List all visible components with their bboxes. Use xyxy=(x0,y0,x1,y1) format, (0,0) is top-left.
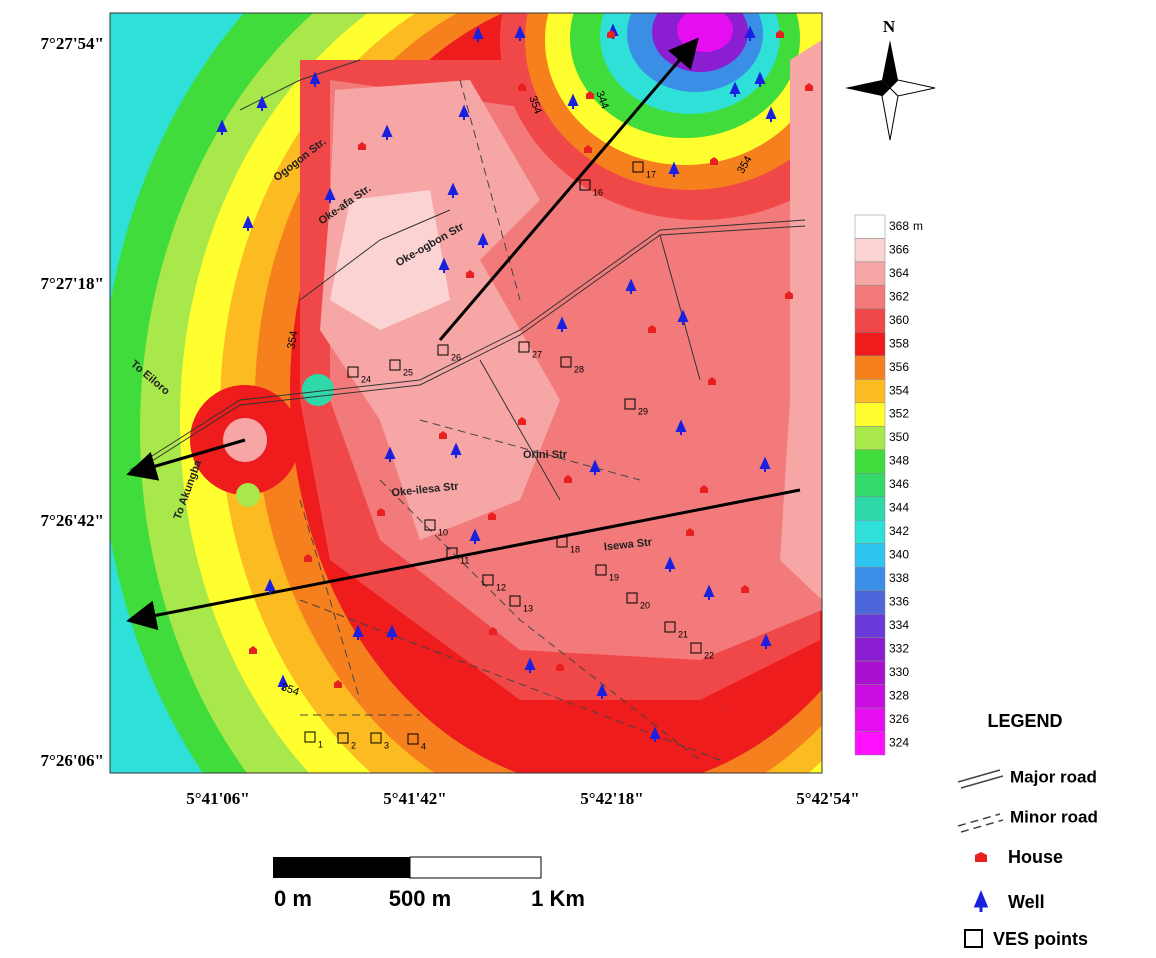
colorbar-label: 330 xyxy=(889,665,909,679)
ves-label: 27 xyxy=(532,349,542,359)
colorbar-label: 324 xyxy=(889,735,909,749)
colorbar-swatch xyxy=(855,379,885,402)
ves-label: 3 xyxy=(384,740,389,750)
colorbar-swatch xyxy=(855,309,885,332)
ves-label: 2 xyxy=(351,740,356,750)
colorbar-swatch xyxy=(855,426,885,449)
colorbar-label: 368 xyxy=(889,219,909,233)
colorbar-unit: m xyxy=(913,219,923,233)
colorbar-swatch xyxy=(855,215,885,238)
ves-label: 4 xyxy=(421,741,426,751)
colorbar-swatch xyxy=(855,614,885,637)
colorbar-label: 354 xyxy=(889,383,909,397)
street-label: Orini Str xyxy=(523,449,568,461)
ves-label: 18 xyxy=(570,544,580,554)
colorbar-swatch xyxy=(855,567,885,590)
ves-label: 21 xyxy=(678,629,688,639)
legend-title: LEGEND xyxy=(987,711,1062,731)
colorbar-label: 340 xyxy=(889,548,909,562)
ves-label: 12 xyxy=(496,582,506,592)
legend-label: Well xyxy=(1008,892,1045,912)
ves-label: 1 xyxy=(318,739,323,749)
longitude-label: 5°41'06" xyxy=(186,789,249,808)
ves-label: 13 xyxy=(523,603,533,613)
ves-label: 16 xyxy=(593,187,603,197)
scale-label: 1 Km xyxy=(531,886,585,911)
longitude-label: 5°42'54" xyxy=(796,789,859,808)
legend-symbols xyxy=(958,770,1003,947)
colorbar-label: 328 xyxy=(889,688,909,702)
latitude-label: 7°27'54" xyxy=(41,34,104,53)
colorbar-swatch xyxy=(855,473,885,496)
colorbar-swatch xyxy=(855,262,885,285)
ves-label: 19 xyxy=(609,572,619,582)
ves-label: 10 xyxy=(438,527,448,537)
ves-label: 29 xyxy=(638,406,648,416)
scale-label: 0 m xyxy=(274,886,312,911)
colorbar-label: 336 xyxy=(889,595,909,609)
ves-label: 24 xyxy=(361,374,371,384)
colorbar-label: 342 xyxy=(889,524,909,538)
colorbar-swatch xyxy=(855,544,885,567)
colorbar-label: 356 xyxy=(889,360,909,374)
colorbar-swatch xyxy=(855,356,885,379)
legend-label: Minor road xyxy=(1010,807,1098,826)
scale-bar xyxy=(273,857,541,878)
colorbar-swatch xyxy=(855,685,885,708)
colorbar-label: 360 xyxy=(889,313,909,327)
colorbar-swatch xyxy=(855,450,885,473)
ves-label: 28 xyxy=(574,364,584,374)
colorbar-label: 350 xyxy=(889,430,909,444)
latitude-label: 7°26'06" xyxy=(41,751,104,770)
compass xyxy=(845,40,935,140)
ves-label: 20 xyxy=(640,600,650,610)
colorbar-swatch xyxy=(855,591,885,614)
colorbar-swatch xyxy=(855,520,885,543)
colorbar-swatch xyxy=(855,332,885,355)
colorbar-swatch xyxy=(855,238,885,261)
colorbar-swatch xyxy=(855,285,885,308)
ves-label: 25 xyxy=(403,367,413,377)
latitude-label: 7°27'18" xyxy=(41,274,104,293)
ves-label: 11 xyxy=(460,555,469,565)
colorbar: 368 366 364 362 360 358 356 354 352 350 348 346 344 3… xyxy=(855,215,923,755)
colorbar-label: 366 xyxy=(889,242,909,256)
colorbar-swatch xyxy=(855,638,885,661)
colorbar-label: 362 xyxy=(889,289,909,303)
latitude-label: 7°26'42" xyxy=(41,511,104,530)
colorbar-swatch xyxy=(855,497,885,520)
ves-label: 17 xyxy=(646,169,656,179)
colorbar-label: 364 xyxy=(889,266,909,280)
colorbar-label: 344 xyxy=(889,501,909,515)
longitude-label: 5°41'42" xyxy=(383,789,446,808)
colorbar-label: 346 xyxy=(889,477,909,491)
colorbar-swatch xyxy=(855,661,885,684)
colorbar-label: 326 xyxy=(889,712,909,726)
ves-label: 26 xyxy=(451,352,461,362)
legend-label: House xyxy=(1008,847,1063,867)
colorbar-swatch xyxy=(855,708,885,731)
colorbar-label: 352 xyxy=(889,407,909,421)
north-label: N xyxy=(883,17,896,36)
legend-label: VES points xyxy=(993,929,1088,949)
colorbar-label: 334 xyxy=(889,618,909,632)
legend-label: Major road xyxy=(1010,767,1097,786)
colorbar-label: 358 xyxy=(889,336,909,350)
longitude-label: 5°42'18" xyxy=(580,789,643,808)
colorbar-swatch xyxy=(855,403,885,426)
colorbar-label: 348 xyxy=(889,454,909,468)
map-figure: Ogogon Str.Oke-afa Str.Oke-ogbon StrOke-… xyxy=(0,0,1156,958)
colorbar-swatch xyxy=(855,732,885,755)
colorbar-label: 332 xyxy=(889,642,909,656)
scale-label: 500 m xyxy=(389,886,451,911)
colorbar-label: 338 xyxy=(889,571,909,585)
ves-label: 22 xyxy=(704,650,714,660)
